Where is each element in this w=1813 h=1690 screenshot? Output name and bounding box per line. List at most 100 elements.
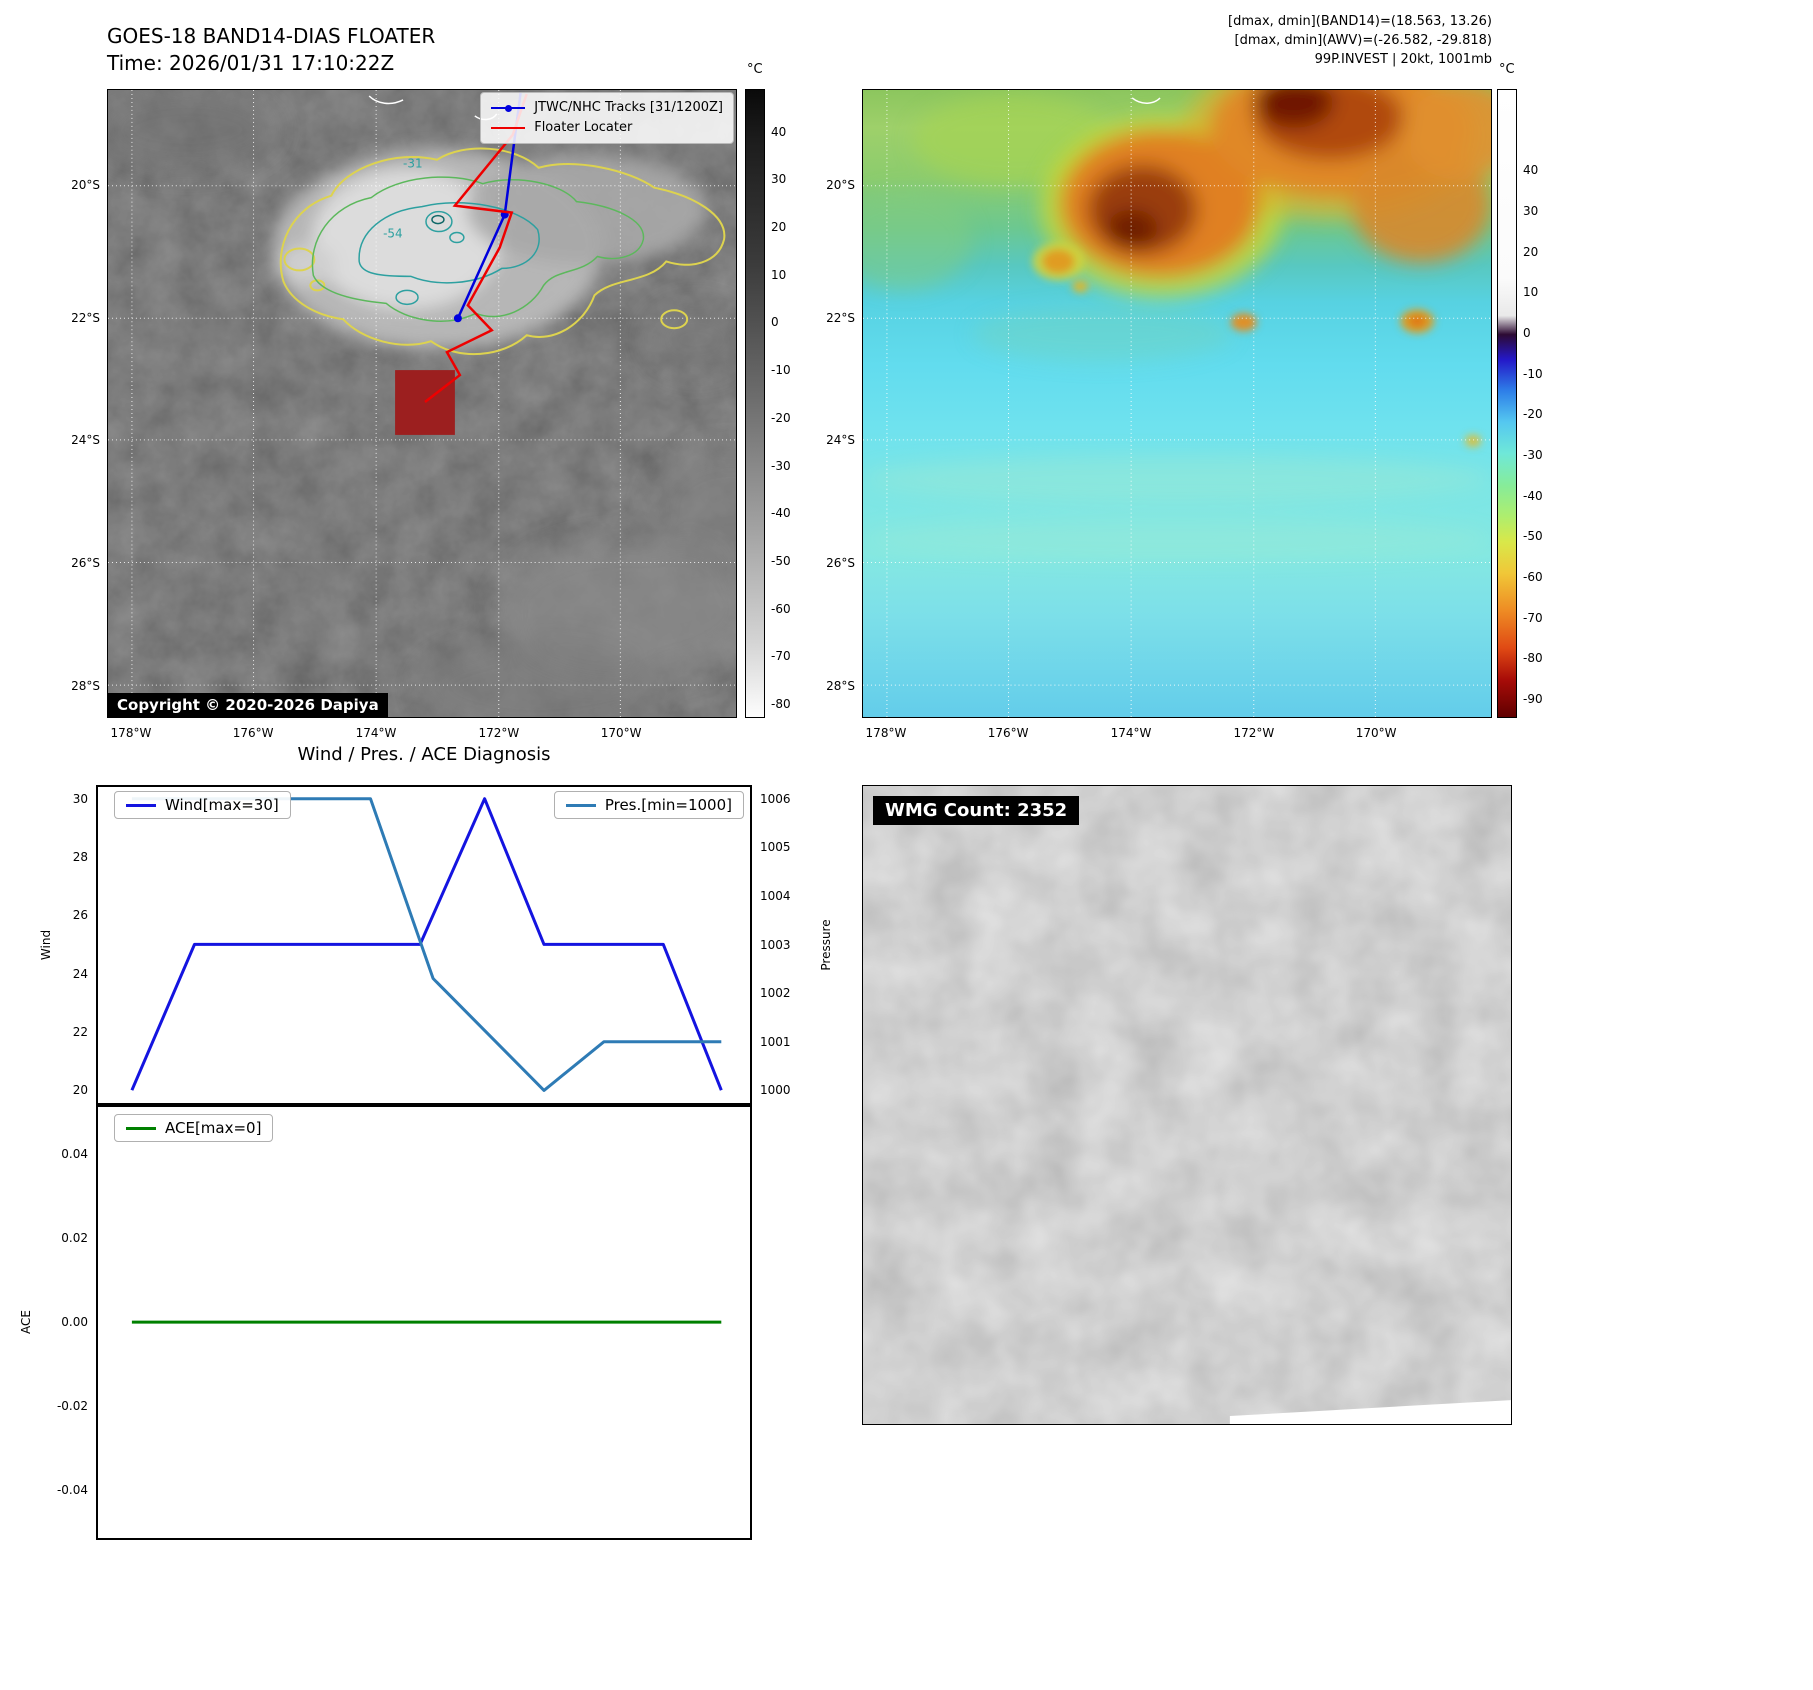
band14-colorbar-tick-11: -70 <box>771 649 791 664</box>
teal-contour-core <box>425 210 453 233</box>
ace-axis-label: ACE <box>19 1310 33 1334</box>
awv-colorbar-tick-1: 30 <box>1523 203 1539 218</box>
jtwc-track-point <box>453 314 462 323</box>
legend-line-swatch <box>565 803 596 807</box>
chart1-left-tick-5: 20 <box>72 1083 88 1098</box>
yellow-contour <box>279 147 726 356</box>
awv-colorbar-tick-4: 0 <box>1523 325 1531 340</box>
awv-colorbar-tick-0: 40 <box>1523 163 1539 178</box>
band14-colorbar-tick-4: 0 <box>771 315 779 330</box>
chart1-right-tick-0: 1006 <box>760 791 791 806</box>
wind-axis-label: Wind <box>39 929 53 961</box>
band14-colorbar-tick-7: -30 <box>771 458 791 473</box>
awv-colorbar-tick-12: -80 <box>1523 651 1543 666</box>
legend-label: Wind[max=30] <box>165 796 279 814</box>
wmg-blank-sliver <box>1229 1400 1511 1424</box>
floater-position-square <box>395 370 455 435</box>
band14-colorbar-tick-0: 40 <box>771 124 787 139</box>
series-line <box>131 797 722 1092</box>
awv-satellite-image <box>863 90 1491 717</box>
awv-colorbar-tick-13: -90 <box>1523 692 1543 707</box>
awv-colorbar-tick-10: -60 <box>1523 570 1543 585</box>
band14-lat-tick-1: 22°S <box>71 310 100 325</box>
band14-colorbar-tick-6: -20 <box>771 410 791 425</box>
awv-lat-tick-1: 22°S <box>826 310 855 325</box>
chart1-left-tick-0: 30 <box>72 791 88 806</box>
awv-colorbar-tick-8: -40 <box>1523 488 1543 503</box>
chart2-left-tick-2: 0.00 <box>61 1315 88 1330</box>
awv-moisture-mottling <box>863 94 1491 559</box>
chart2-left-tick-3: -0.02 <box>56 1399 88 1414</box>
ir-temperature-contours <box>279 95 726 356</box>
awv-colorbar <box>1497 89 1517 718</box>
teal-contour-core <box>449 231 465 244</box>
awv-colorbar-tick-7: -30 <box>1523 448 1543 462</box>
legend-label: ACE[max=0] <box>165 1119 262 1137</box>
awv-colorbar-tick-9: -50 <box>1523 529 1543 544</box>
chart1-plot-area <box>130 797 723 1092</box>
chart2-left-tick-4: -0.04 <box>56 1483 88 1498</box>
awv-lat-tick-2: 24°S <box>826 432 855 447</box>
awv-satellite-map <box>862 89 1492 718</box>
chart1-legend-1: Pres.[min=1000] <box>553 791 744 819</box>
white-contour-fragment <box>1131 97 1161 104</box>
band14-lon-tick-0: 178°W <box>110 726 152 740</box>
ace-chart: ACE[max=0] <box>96 1105 752 1540</box>
contour-value-label: -31 <box>403 157 423 171</box>
chart1-right-tick-1: 1005 <box>760 840 791 855</box>
legend-row-floater: Floater Locater <box>491 118 723 138</box>
teal-contour <box>358 202 540 284</box>
wmg-noise-texture <box>863 786 1511 1424</box>
teal-contour-core <box>395 289 419 306</box>
chart1-legend-0: Wind[max=30] <box>114 791 291 819</box>
band14-colorbar-tick-9: -50 <box>771 553 791 568</box>
chart1-left-tick-4: 22 <box>72 1024 88 1039</box>
chart2-plot-area <box>131 1320 722 1324</box>
yellow-contour-small <box>660 309 689 330</box>
legend-line-swatch <box>126 1126 156 1130</box>
series-line <box>130 797 723 1091</box>
band14-lon-tick-2: 174°W <box>355 726 397 740</box>
band14-colorbar <box>745 89 765 718</box>
band14-lon-tick-4: 170°W <box>600 726 642 740</box>
band14-lat-tick-2: 24°S <box>71 432 100 447</box>
awv-colorbar-unit: °C <box>1499 62 1515 77</box>
floater-track-line <box>424 93 528 403</box>
band14-time: Time: 2026/01/31 17:10:22Z <box>107 51 395 75</box>
awv-header-dmax-band14: [dmax, dmin](BAND14)=(18.563, 13.26) <box>1228 14 1492 29</box>
awv-lon-tick-3: 172°W <box>1233 726 1275 740</box>
jtwc-line-swatch <box>491 105 526 112</box>
awv-lon-tick-2: 174°W <box>1110 726 1152 740</box>
green-contour <box>311 176 645 322</box>
awv-colorbar-tick-5: -10 <box>1523 366 1543 381</box>
dark-teal-contour <box>431 214 445 225</box>
band14-map-legend: JTWC/NHC Tracks [31/1200Z] Floater Locat… <box>480 92 734 144</box>
chart1-right-tick-6: 1000 <box>760 1083 791 1098</box>
band14-lon-tick-3: 172°W <box>478 726 520 740</box>
yellow-contour-small <box>283 247 316 272</box>
awv-header: [dmax, dmin](BAND14)=(18.563, 13.26) [dm… <box>1228 12 1492 69</box>
wind-pressure-chart: Wind[max=30] Pres.[min=1000] <box>96 785 752 1105</box>
chart2-left-tick-0: 0.04 <box>61 1146 88 1161</box>
floater-legend-label: Floater Locater <box>534 120 633 135</box>
awv-lat-tick-0: 20°S <box>826 178 855 193</box>
awv-colorbar-tick-6: -20 <box>1523 407 1543 422</box>
chart1-left-tick-3: 24 <box>72 966 88 981</box>
jtwc-dot-marker <box>505 105 513 112</box>
chart1-left-tick-2: 26 <box>72 908 88 923</box>
contour-value-label: -54 <box>383 227 403 241</box>
low-cloud-patches <box>108 90 736 717</box>
band14-colorbar-tick-2: 20 <box>771 220 787 235</box>
wmg-noise-image <box>863 786 1511 1424</box>
chart1-right-tick-3: 1003 <box>760 937 791 952</box>
legend-row-jtwc: JTWC/NHC Tracks [31/1200Z] <box>491 98 723 118</box>
band14-colorbar-tick-3: 10 <box>771 267 787 282</box>
chart2-left-tick-1: 0.02 <box>61 1230 88 1245</box>
wmg-count-label: WMG Count: 2352 <box>873 796 1080 825</box>
band14-colorbar-tick-8: -40 <box>771 506 791 521</box>
awv-header-invest: 99P.INVEST | 20kt, 1001mb <box>1314 52 1492 67</box>
awv-colorbar-tick-3: 10 <box>1523 285 1539 300</box>
awv-colorbar-tick-2: 20 <box>1523 244 1539 259</box>
awv-lon-tick-1: 176°W <box>987 726 1029 740</box>
